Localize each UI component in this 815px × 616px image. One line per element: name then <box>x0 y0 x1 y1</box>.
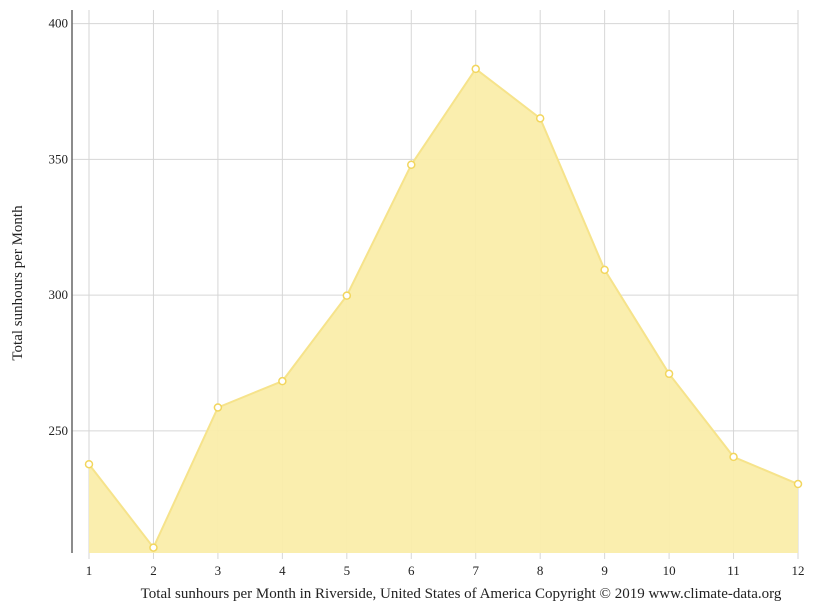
data-point <box>149 543 158 552</box>
x-tick-label: 12 <box>792 563 805 578</box>
x-tick-label: 9 <box>601 563 608 578</box>
y-tick-label: 250 <box>49 423 69 438</box>
x-tick-label: 1 <box>86 563 93 578</box>
data-point <box>342 291 352 300</box>
x-tick-label: 7 <box>472 563 479 578</box>
x-tick-label: 4 <box>279 563 286 578</box>
data-point <box>793 479 803 489</box>
x-axis-title: Total sunhours per Month in Riverside, U… <box>141 586 782 602</box>
data-point <box>664 369 674 379</box>
x-tick-label: 11 <box>727 563 740 578</box>
data-point <box>84 459 94 469</box>
data-point <box>471 64 480 74</box>
x-tick-label: 3 <box>215 563 222 578</box>
x-tick-label: 10 <box>663 563 676 578</box>
marker-layer <box>84 64 803 552</box>
series-line <box>88 67 799 550</box>
data-point <box>600 265 609 275</box>
x-tick-label: 2 <box>150 563 157 578</box>
data-point <box>407 160 416 170</box>
y-tick-label: 300 <box>49 287 69 302</box>
y-axis-title: Total sunhours per Month <box>10 205 26 361</box>
x-tick-label: 5 <box>344 563 351 578</box>
data-point <box>729 452 738 462</box>
x-tick-label: 6 <box>408 563 415 578</box>
y-tick-label: 400 <box>49 16 69 31</box>
data-point <box>213 403 223 412</box>
area-layer <box>88 67 799 553</box>
data-point <box>278 376 287 386</box>
y-tick-label: 350 <box>49 151 69 166</box>
series-area <box>89 68 798 553</box>
x-tick-label: 8 <box>537 563 544 578</box>
data-point <box>535 114 545 123</box>
